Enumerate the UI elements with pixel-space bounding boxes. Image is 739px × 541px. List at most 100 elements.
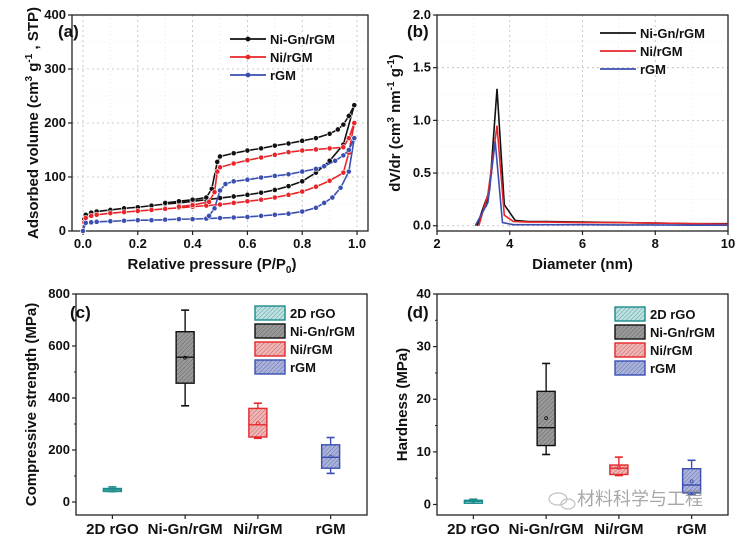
data-point (340, 169, 347, 176)
data-point (214, 158, 221, 165)
y-tick-label: 200 (44, 115, 66, 130)
x-tick-label: rGM (677, 521, 707, 538)
data-point (93, 218, 100, 225)
legend-label: Ni-Gn/rGM (640, 26, 705, 41)
data-point (217, 201, 223, 208)
data-point (345, 113, 352, 119)
panel-b-pore-size-chart: 2 4 6 8 10 0.0 0.5 1.0 1.5 2.0(b) Ni-Gn/rGM Ni/rGM r… (386, 7, 735, 273)
x-tick-label: Ni/rGM (233, 521, 282, 538)
legend-label: rGM (650, 361, 676, 376)
y-tick-label: 600 (48, 338, 70, 353)
box-mean (183, 355, 188, 360)
data-point (345, 168, 352, 175)
data-point (351, 120, 358, 126)
data-point (285, 183, 292, 190)
data-point (271, 151, 278, 158)
y-tick-label: 400 (44, 7, 66, 22)
data-point (313, 135, 319, 142)
y-tick-label: 0 (424, 496, 431, 511)
box-2d-rgo (463, 498, 484, 504)
data-point (189, 216, 196, 223)
box-ni-rgm (609, 456, 629, 477)
data-point (244, 198, 251, 205)
legend-label: Ni/rGM (290, 342, 333, 357)
data-point (299, 178, 306, 185)
data-point (222, 181, 229, 187)
series-line-ni-rgm (478, 125, 729, 226)
legend-label: Ni-Gn/rGM (290, 324, 355, 339)
legend-label: 2D rGO (290, 306, 336, 321)
data-point (313, 183, 319, 190)
legend-swatch-outline (254, 323, 286, 339)
x-tick-label: 0.6 (238, 236, 256, 251)
data-point (299, 208, 306, 215)
data-point (230, 150, 237, 157)
legend-swatch-outline (614, 324, 646, 340)
x-axis-label: Relative pressure (P/P0) (128, 256, 297, 276)
y-tick-label: 0 (63, 494, 70, 509)
data-point (313, 204, 319, 211)
data-point (271, 173, 278, 179)
data-point (217, 215, 223, 221)
legend-swatch-outline (614, 306, 646, 322)
box-outline (536, 390, 556, 447)
data-point (244, 214, 251, 220)
data-point (299, 137, 306, 144)
data-point (93, 211, 100, 218)
box-rgm (681, 459, 702, 496)
data-point (285, 210, 292, 217)
y-axis-label: Hardness (MPa) (394, 348, 411, 461)
data-point (258, 174, 265, 181)
y-tick-label: 30 (417, 339, 431, 354)
legend-swatch-outline (614, 342, 646, 358)
y-axis-label: Adsorbed volume (cm3 g-1 , STP) (24, 7, 42, 239)
data-point (313, 146, 319, 153)
x-tick-label: 2 (433, 236, 440, 251)
data-point (258, 212, 265, 219)
legend-swatch-outline (254, 359, 286, 375)
data-point (345, 135, 352, 142)
data-point (332, 157, 339, 164)
y-axis-label: dV/dr (cm3 nm-1 g-1) (386, 54, 404, 192)
data-point (189, 202, 196, 208)
y-tick-label: 100 (44, 169, 66, 184)
legend-label: Ni-Gn/rGM (270, 32, 335, 47)
box-rgm (320, 436, 341, 475)
data-point (326, 130, 333, 137)
data-point (340, 152, 347, 159)
data-point (244, 176, 251, 183)
data-point (203, 194, 210, 201)
data-point (271, 211, 278, 218)
watermark-text: 材料科学与工程 (577, 489, 703, 509)
legend-swatch-outline (614, 360, 646, 376)
legend-swatch-outline (254, 305, 286, 321)
data-point (299, 188, 306, 195)
data-point (88, 219, 95, 226)
data-point (80, 228, 86, 234)
data-point (217, 187, 223, 194)
legend-marker (245, 54, 251, 60)
y-tick-label: 40 (417, 286, 431, 301)
panel-d-hardness-chart: 0 10 20 30 40 (d) 2D rGO Ni-Gn/rGM Ni/rGM rGM 2D r… (394, 286, 729, 538)
data-point (351, 102, 358, 109)
series-line-ni-gn-rgm (476, 88, 728, 226)
data-point (217, 153, 223, 160)
data-point (321, 163, 328, 170)
data-point (82, 215, 89, 221)
x-tick-label: rGM (316, 521, 346, 538)
legend-marker (245, 36, 251, 42)
legend-label: rGM (290, 360, 316, 375)
data-point (244, 191, 251, 198)
data-point (217, 164, 223, 171)
y-tick-label: 0.0 (413, 218, 431, 233)
x-tick-label: 2D rGO (447, 521, 500, 538)
plot-frame (436, 293, 729, 516)
data-point (258, 154, 265, 161)
box-mean (255, 421, 260, 426)
y-tick-label: 300 (44, 61, 66, 76)
panel-label: (a) (58, 22, 79, 41)
box-outline (681, 467, 702, 494)
data-point (299, 168, 306, 175)
data-point (285, 171, 292, 178)
x-tick-label: 4 (506, 236, 514, 251)
